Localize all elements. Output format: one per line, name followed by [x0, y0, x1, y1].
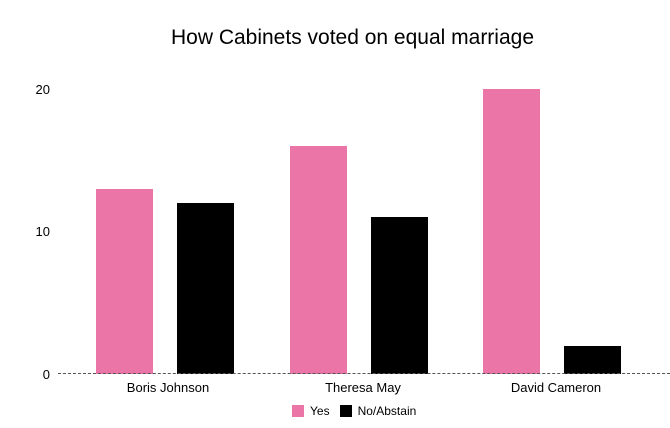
y-tick-10: 10 — [35, 224, 50, 239]
legend-label-no-abstain: No/Abstain — [357, 404, 417, 418]
chart-title: How Cabinets voted on equal marriage — [170, 26, 535, 49]
x-label-theresa-may: Theresa May — [325, 380, 401, 395]
bar-no-abstain-theresa-may[interactable] — [371, 217, 428, 374]
x-axis-baseline — [58, 373, 670, 374]
legend-item-yes[interactable]: Yes — [292, 404, 330, 418]
y-tick-20: 20 — [35, 82, 50, 97]
bar-yes-boris-johnson[interactable] — [96, 188, 153, 374]
bar-no-abstain-boris-johnson[interactable] — [177, 203, 234, 374]
bar-yes-david-cameron[interactable] — [483, 89, 540, 374]
bar-no-abstain-david-cameron[interactable] — [564, 345, 621, 374]
legend: Yes No/Abstain — [292, 404, 426, 418]
x-label-david-cameron: David Cameron — [510, 380, 602, 395]
legend-swatch-yes — [292, 405, 304, 417]
bar-yes-theresa-may[interactable] — [290, 146, 347, 374]
legend-swatch-no-abstain — [339, 405, 352, 417]
y-tick-0: 0 — [42, 367, 50, 382]
x-label-boris-johnson: Boris Johnson — [126, 380, 210, 395]
legend-item-no-abstain[interactable]: No/Abstain — [339, 404, 417, 418]
legend-label-yes: Yes — [310, 404, 330, 418]
